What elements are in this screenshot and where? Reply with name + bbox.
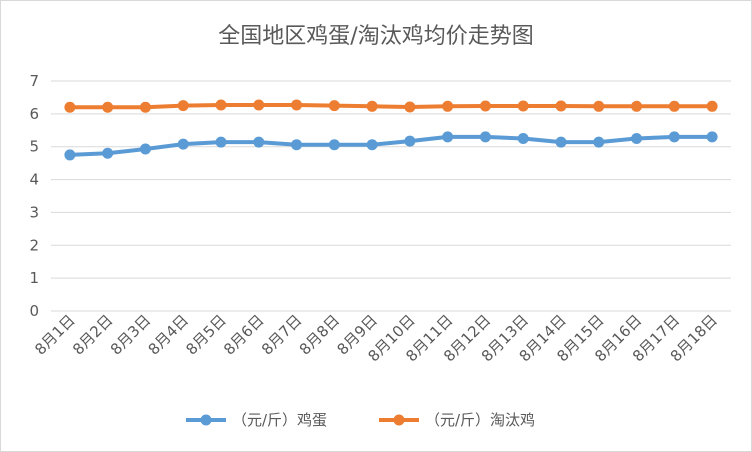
grid: [51, 80, 731, 312]
data-point: [442, 131, 454, 143]
legend-label: （元/斤）淘汰鸡: [425, 411, 535, 429]
data-point: [555, 136, 567, 148]
y-tick-label: 2: [29, 236, 39, 254]
data-point: [442, 100, 454, 112]
data-point: [291, 99, 303, 111]
data-point: [253, 136, 265, 148]
data-point: [706, 100, 718, 112]
data-point: [668, 131, 680, 143]
legend-marker: [200, 414, 212, 426]
data-point: [102, 147, 114, 159]
series-group: [64, 99, 718, 161]
series-1: [64, 131, 718, 161]
data-point: [328, 100, 340, 112]
data-point: [404, 135, 416, 147]
x-tick-label: 8月4日: [145, 311, 192, 358]
x-tick-label: 8月2日: [69, 311, 116, 358]
x-tick-label: 8月5日: [182, 311, 229, 358]
data-point: [517, 133, 529, 144]
data-point: [517, 100, 529, 112]
y-tick-label: 0: [29, 302, 39, 320]
x-axis: 8月1日8月2日8月3日8月4日8月5日8月6日8月7日8月8日8月9日8月10…: [31, 311, 721, 365]
data-point: [706, 131, 718, 143]
data-point: [102, 101, 114, 113]
legend-item: （元/斤）淘汰鸡: [379, 411, 535, 429]
series-line: [69, 102, 713, 110]
data-point: [404, 101, 416, 113]
series-2: [64, 99, 718, 113]
data-point: [64, 149, 76, 161]
legend: （元/斤）鸡蛋 （元/斤）淘汰鸡: [186, 411, 535, 429]
x-tick-label: 8月3日: [107, 311, 154, 358]
data-point: [631, 100, 643, 112]
y-tick-label: 1: [29, 269, 39, 287]
data-point: [139, 101, 151, 113]
data-point: [64, 101, 76, 113]
data-point: [631, 133, 643, 144]
data-point: [291, 139, 303, 151]
data-point: [253, 99, 265, 111]
y-tick-label: 7: [29, 72, 39, 90]
x-tick-label: 8月8日: [296, 311, 343, 358]
data-point: [328, 139, 340, 151]
y-tick-label: 3: [29, 203, 39, 221]
x-tick-label: 8月7日: [258, 311, 305, 358]
series-line: [69, 134, 713, 157]
data-point: [479, 131, 491, 143]
data-point: [366, 139, 378, 151]
data-point: [215, 136, 227, 148]
y-tick-label: 5: [29, 138, 39, 156]
data-point: [177, 100, 189, 112]
data-point: [177, 138, 189, 150]
data-point: [593, 100, 605, 112]
x-tick-label: 8月6日: [220, 311, 267, 358]
legend-item: （元/斤）鸡蛋: [186, 411, 327, 429]
data-point: [139, 143, 151, 155]
data-point: [479, 100, 491, 112]
data-point: [555, 100, 567, 112]
chart-title: 全国地区鸡蛋/淘汰鸡均价走势图: [218, 24, 533, 49]
y-axis: 0 1 2 3 4 5 6 7: [29, 72, 39, 320]
data-point: [366, 100, 378, 112]
y-tick-label: 6: [29, 105, 39, 123]
data-point: [593, 136, 605, 148]
data-point: [215, 99, 227, 111]
legend-marker: [393, 414, 405, 426]
legend-label: （元/斤）鸡蛋: [232, 411, 327, 429]
y-tick-label: 4: [29, 171, 39, 189]
data-point: [668, 100, 680, 112]
